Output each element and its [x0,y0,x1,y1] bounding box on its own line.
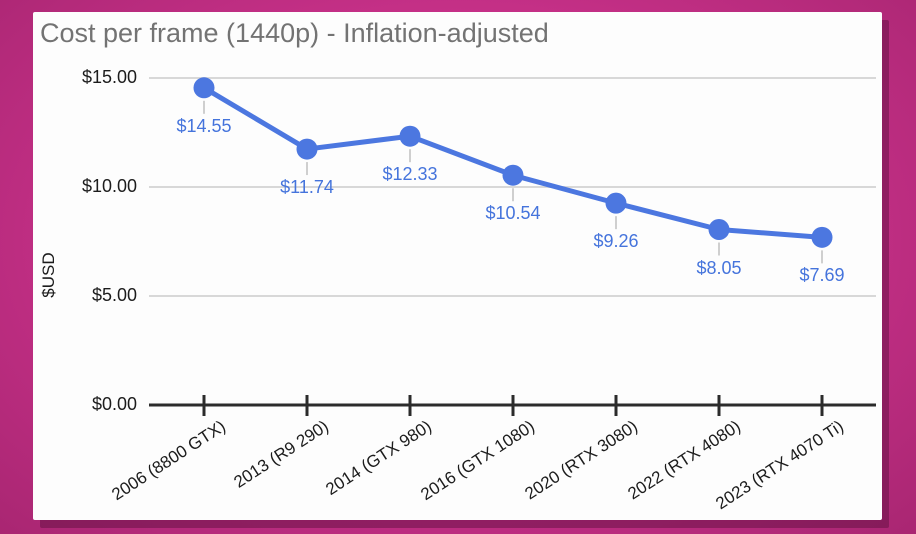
y-tick-label: $10.00 [81,176,137,196]
data-point-label: $12.33 [382,164,438,185]
data-point [399,125,421,147]
data-point-label: $10.54 [485,203,541,224]
data-point [605,192,627,214]
data-point [708,219,730,241]
chart-plot-area [149,77,876,416]
data-point [502,164,524,186]
y-tick-label: $5.00 [91,285,137,305]
data-point-label: $8.05 [696,257,742,278]
data-point-label: $9.26 [593,231,639,252]
y-tick-label: $0.00 [91,394,137,414]
data-point [811,226,833,248]
data-point-label: $11.74 [280,177,334,198]
data-point [193,77,215,99]
chart-title: Cost per frame (1440p) - Inflation-adjus… [40,18,549,48]
data-point [296,138,318,160]
data-point-label: $7.69 [799,265,845,286]
y-tick-label: $15.00 [81,67,137,87]
data-point-label: $14.55 [176,115,232,136]
chart-card: Cost per frame (1440p) - Inflation-adjus… [33,12,882,520]
